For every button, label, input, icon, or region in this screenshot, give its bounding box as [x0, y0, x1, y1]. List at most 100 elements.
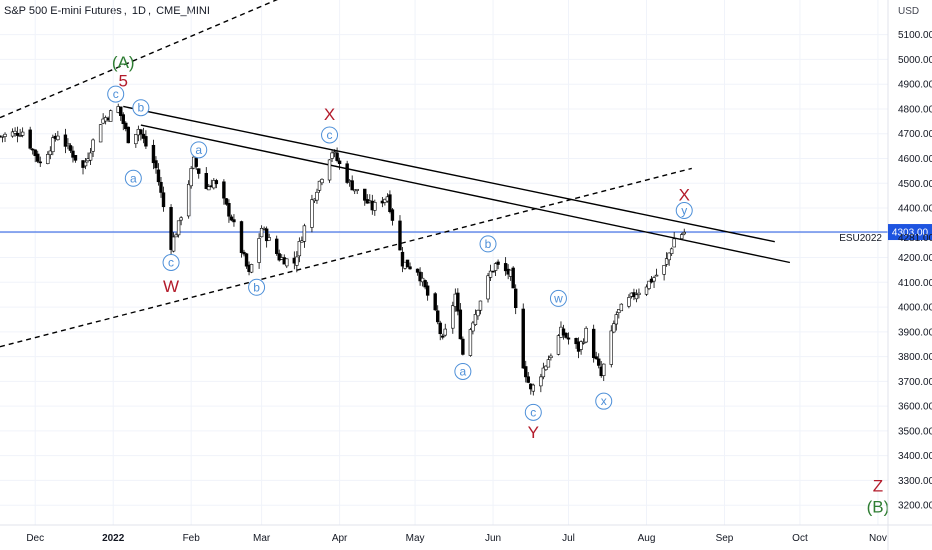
- wave-label-red: Z: [873, 476, 883, 495]
- candle-up: [476, 309, 480, 317]
- price-tick-label: 4100.00: [898, 278, 932, 289]
- header-separator: ,: [147, 5, 155, 17]
- candle-down: [124, 122, 128, 130]
- candle-up: [614, 314, 619, 325]
- candle-up: [320, 178, 324, 184]
- candle-down: [242, 251, 246, 255]
- candle-down: [275, 238, 279, 254]
- candle-down: [503, 263, 508, 272]
- currency-label: USD: [898, 6, 919, 17]
- time-tick-label: Sep: [716, 533, 734, 544]
- candle-down: [73, 155, 78, 161]
- candle-down: [229, 216, 234, 221]
- wave-label-green: (B): [867, 497, 890, 516]
- candle-down: [390, 209, 395, 221]
- time-tick-label: Aug: [638, 533, 656, 544]
- wave-label-circle-text: c: [168, 256, 174, 270]
- candle-down: [36, 153, 40, 162]
- price-tick-label: 3400.00: [898, 451, 932, 462]
- candle-up: [443, 328, 447, 336]
- candle-up: [451, 305, 455, 329]
- candle-up: [295, 256, 299, 266]
- candle-down: [345, 163, 349, 183]
- candle-up: [48, 150, 53, 156]
- candle-up: [302, 225, 307, 242]
- symbol-name[interactable]: S&P 500 E-mini Futures: [4, 5, 122, 17]
- candle-up: [664, 258, 669, 265]
- price-tick-label: 3500.00: [898, 426, 932, 437]
- candle-up: [212, 180, 216, 189]
- candle-down: [151, 144, 156, 164]
- price-tick-label: 3200.00: [898, 501, 932, 512]
- candle-down: [264, 228, 269, 242]
- wave-label-circle-text: b: [138, 101, 145, 115]
- candle-up: [654, 274, 659, 277]
- candle-up: [186, 184, 191, 217]
- candle-up: [66, 143, 70, 146]
- trend-line[interactable]: [140, 124, 791, 264]
- wave-label-circle: [190, 141, 208, 159]
- candle-down: [594, 356, 598, 360]
- channel-line-dashed[interactable]: [0, 167, 692, 348]
- candle-down: [433, 293, 437, 311]
- candle-down: [239, 221, 244, 253]
- candle-down: [244, 253, 249, 267]
- candle-down: [197, 168, 201, 174]
- wave-label-circle-text: a: [130, 171, 137, 185]
- candle-down: [491, 270, 495, 273]
- grid: [0, 0, 888, 525]
- candle-up: [108, 110, 113, 122]
- price-tick-label: 3900.00: [898, 327, 932, 338]
- candle-down: [224, 198, 229, 205]
- candle-up: [3, 133, 7, 137]
- channel-line-dashed[interactable]: [0, 0, 392, 119]
- candle-up: [602, 363, 606, 376]
- candle-up: [488, 270, 493, 278]
- candle-down: [277, 253, 281, 261]
- candle-up: [680, 234, 684, 239]
- candle-down: [38, 161, 42, 164]
- wave-label-circle: [479, 235, 497, 253]
- candle-up: [541, 367, 546, 378]
- candle-up: [478, 300, 483, 311]
- candle-down: [561, 328, 566, 336]
- candle-up: [682, 231, 686, 235]
- trend-line[interactable]: [123, 105, 775, 243]
- time-tick-label: Dec: [26, 533, 44, 544]
- candle-up: [644, 286, 649, 295]
- candle-down: [337, 160, 342, 165]
- candle-up: [171, 236, 176, 252]
- candle-down: [227, 203, 231, 217]
- candle-up: [667, 252, 671, 261]
- candle-up: [285, 258, 289, 267]
- candle-down: [408, 266, 412, 270]
- candle-up: [546, 359, 551, 368]
- candle-up: [179, 217, 183, 221]
- wave-label-circle-text: w: [553, 291, 563, 305]
- price-tick-label: 3700.00: [898, 377, 932, 388]
- candle-down: [574, 338, 578, 345]
- candle-down: [363, 188, 367, 201]
- wave-label-red: W: [163, 277, 179, 296]
- time-axis[interactable]: Dec 2022 Feb Mar Apr May Jun Jul Aug Sep Oct Nov: [0, 524, 932, 544]
- interval-label[interactable]: 1D: [131, 5, 146, 17]
- candle-up: [13, 130, 17, 134]
- candle-up: [134, 134, 138, 145]
- candle-down: [214, 180, 219, 185]
- candle-up: [315, 191, 319, 201]
- candle-up: [317, 180, 322, 191]
- wave-label-circle: [454, 362, 472, 380]
- wave-label-green: (A): [112, 53, 135, 72]
- candle-up: [56, 135, 60, 141]
- candle-up: [18, 135, 22, 137]
- candle-down: [425, 285, 430, 296]
- candle-down: [438, 322, 442, 335]
- wave-label-circle-text: b: [253, 280, 260, 294]
- candle-down: [232, 219, 236, 223]
- time-tick-label: Jul: [562, 533, 575, 544]
- candle-down: [204, 173, 208, 189]
- candle-up: [544, 365, 548, 371]
- price-axis[interactable]: USD 3200.00 3300.00 3400.00 3500.00 3600.00 37…: [887, 0, 932, 550]
- time-tick-label: Oct: [792, 533, 808, 544]
